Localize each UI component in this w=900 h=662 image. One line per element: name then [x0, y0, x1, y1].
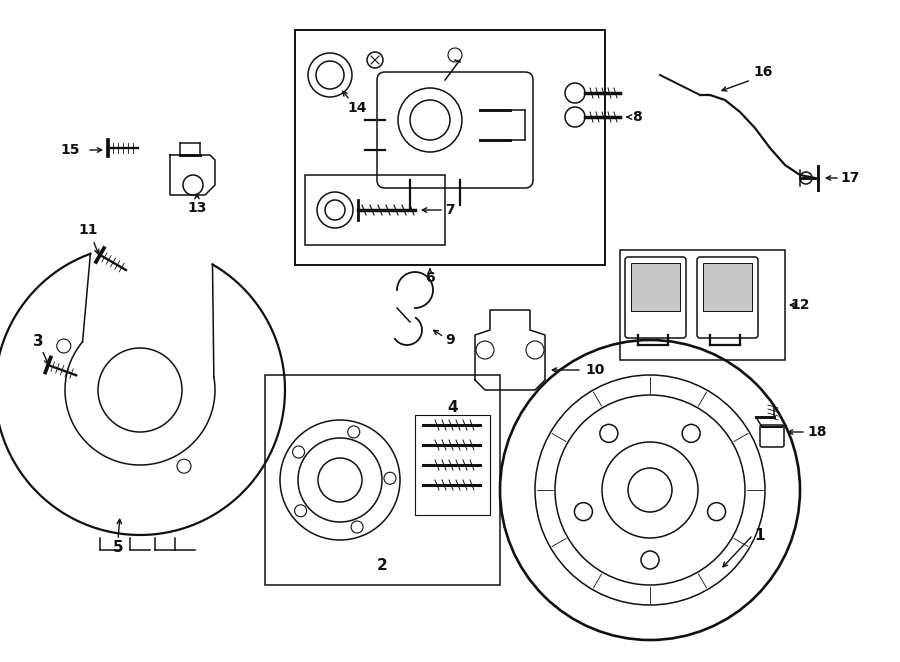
- FancyBboxPatch shape: [703, 263, 752, 311]
- Text: 13: 13: [187, 201, 207, 215]
- Text: 6: 6: [425, 271, 435, 285]
- Text: 2: 2: [376, 557, 387, 573]
- Text: 16: 16: [753, 65, 773, 79]
- Text: 18: 18: [807, 425, 827, 439]
- Text: 3: 3: [32, 334, 43, 350]
- Text: 12: 12: [790, 298, 810, 312]
- Text: 15: 15: [60, 143, 80, 157]
- FancyBboxPatch shape: [631, 263, 680, 311]
- Text: 4: 4: [447, 401, 458, 416]
- Text: 11: 11: [78, 223, 98, 237]
- Text: 8: 8: [632, 110, 642, 124]
- Text: 10: 10: [585, 363, 605, 377]
- Text: 14: 14: [347, 101, 367, 115]
- Text: 17: 17: [841, 171, 859, 185]
- Text: 7: 7: [446, 203, 454, 217]
- Text: 1: 1: [755, 528, 765, 542]
- Text: 5: 5: [112, 540, 123, 555]
- Text: 9: 9: [446, 333, 454, 347]
